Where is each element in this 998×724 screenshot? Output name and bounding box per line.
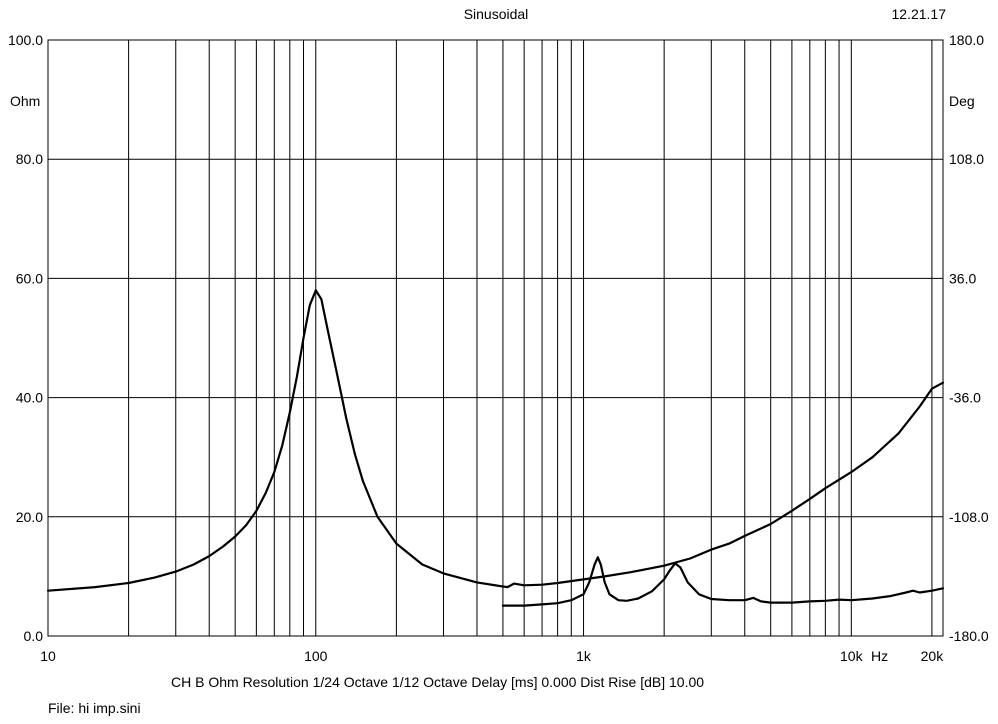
y-left-tick-label: 60.0	[16, 270, 43, 286]
impedance-curve-line	[46, 289, 945, 592]
y-right-tick-label: 180.0	[949, 32, 984, 48]
x-tick-label: 20k	[921, 648, 945, 664]
x-unit-label: Hz	[871, 648, 888, 664]
y-axis-left: 0.0 20.0 40.0 60.0 80.0 100.0	[8, 32, 43, 644]
distortion-curve-line	[501, 556, 945, 607]
chart-date: 12.21.17	[892, 6, 947, 22]
y-right-tick-label: -36.0	[949, 390, 981, 406]
x-tick-label: 10k	[840, 648, 864, 664]
measurement-settings: CH B Ohm Resolution 1/24 Octave 1/12 Oct…	[171, 674, 704, 690]
grid	[48, 40, 943, 636]
x-axis: 10 100 1k 10k 20k	[40, 648, 944, 664]
x-tick-label: 1k	[576, 648, 592, 664]
y-right-tick-label: 108.0	[949, 151, 984, 167]
file-name: File: hi imp.sini	[48, 700, 141, 716]
x-tick-label: 100	[304, 648, 328, 664]
y-right-tick-label: 36.0	[949, 270, 976, 286]
y-right-tick-label: -180.0	[949, 628, 989, 644]
data-series	[46, 289, 945, 607]
y-axis-right: 180.0 108.0 36.0 -36.0 -108.0 -180.0	[949, 32, 989, 644]
y-left-tick-label: 40.0	[16, 390, 43, 406]
y-right-tick-label: -108.0	[949, 509, 989, 525]
x-tick-label: 10	[40, 648, 56, 664]
y-left-unit-label: Ohm	[10, 93, 40, 109]
y-right-unit-label: Deg	[949, 93, 975, 109]
plot-frame	[47, 39, 944, 637]
y-left-tick-label: 20.0	[16, 509, 43, 525]
y-left-tick-label: 80.0	[16, 151, 43, 167]
y-left-tick-label: 0.0	[24, 628, 44, 644]
y-left-tick-label: 100.0	[8, 32, 43, 48]
chart-title: Sinusoidal	[464, 6, 529, 22]
